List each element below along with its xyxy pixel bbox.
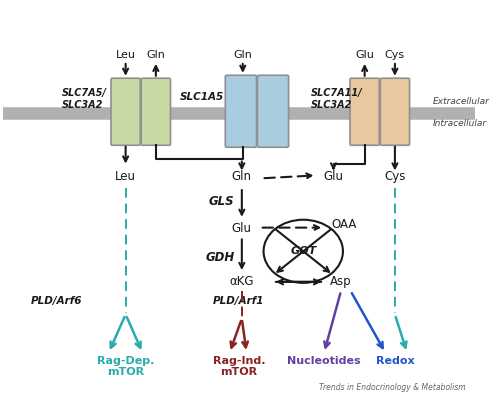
Text: Glu: Glu [232,222,252,235]
Text: αKG: αKG [230,275,254,288]
Text: PLD/Arf1: PLD/Arf1 [212,296,264,306]
FancyBboxPatch shape [350,78,380,145]
FancyBboxPatch shape [258,75,288,147]
FancyBboxPatch shape [380,78,410,145]
FancyBboxPatch shape [111,78,140,145]
Text: Glu: Glu [355,50,374,60]
Text: Leu: Leu [116,50,136,60]
Text: GOT: GOT [290,246,316,256]
Text: Asp: Asp [330,275,352,288]
FancyBboxPatch shape [141,78,171,145]
Text: Leu: Leu [115,170,136,183]
Text: SLC1A5: SLC1A5 [180,93,224,102]
Text: Trends in Endocrinology & Metabolism: Trends in Endocrinology & Metabolism [319,383,466,392]
Text: Intracellular: Intracellular [432,119,487,128]
Text: Nucleotides: Nucleotides [287,356,361,366]
Text: Glu: Glu [324,170,344,183]
Text: Gln: Gln [232,170,252,183]
Text: Cys: Cys [384,170,406,183]
Text: Gln: Gln [234,50,252,60]
Text: SLC7A5/: SLC7A5/ [62,87,106,97]
Text: Redox: Redox [376,356,414,366]
Text: Rag-Dep.
mTOR: Rag-Dep. mTOR [97,356,154,377]
Text: SLC7A11/: SLC7A11/ [311,87,362,97]
Text: Rag-Ind.
mTOR: Rag-Ind. mTOR [213,356,265,377]
Text: SLC3A2: SLC3A2 [62,100,102,110]
Text: SLC3A2: SLC3A2 [311,100,352,110]
Text: Extracellular: Extracellular [432,97,490,106]
Text: Cys: Cys [385,50,405,60]
Text: GDH: GDH [206,251,235,264]
Text: Gln: Gln [146,50,166,60]
FancyBboxPatch shape [226,75,256,147]
Text: GLS: GLS [209,195,234,209]
Text: OAA: OAA [332,218,357,231]
Text: PLD/Arf6: PLD/Arf6 [31,296,82,306]
